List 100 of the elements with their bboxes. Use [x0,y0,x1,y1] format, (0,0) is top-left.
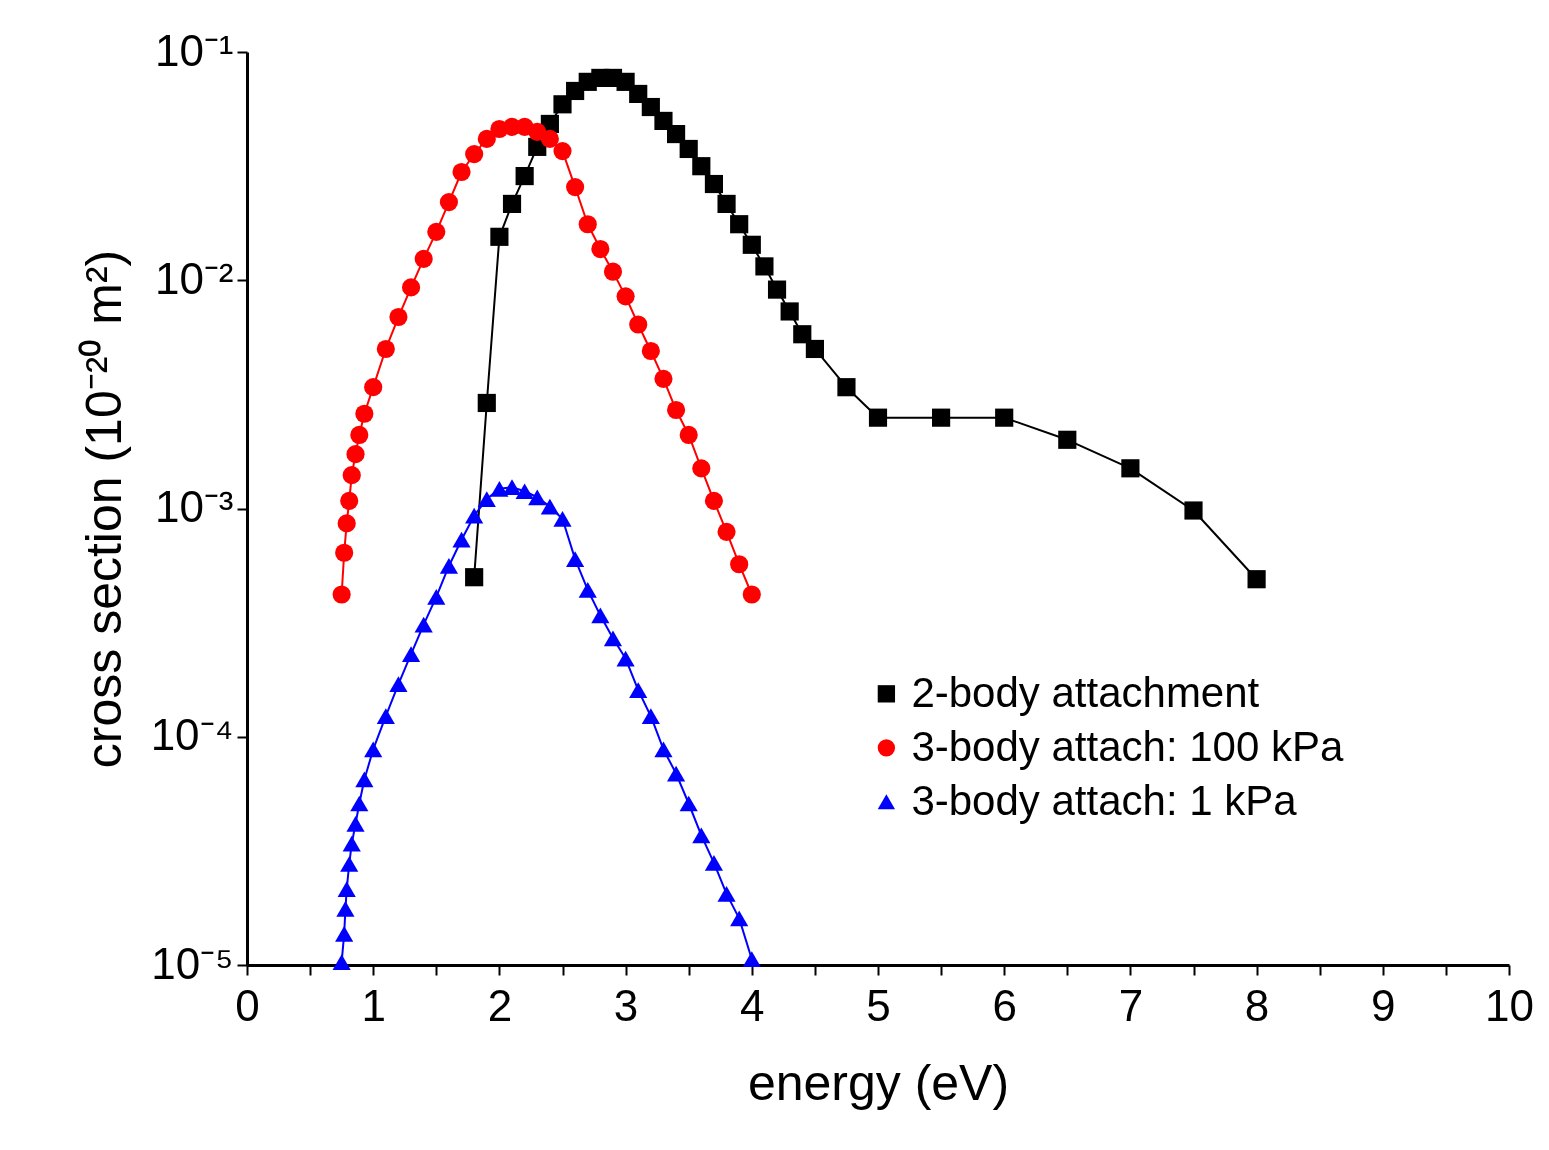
y-tick-label: 10⁻⁵ [151,938,234,988]
point [566,178,585,197]
point [465,568,484,587]
point [335,543,354,562]
point [654,741,673,758]
point [350,425,369,445]
point [465,145,484,164]
point [578,582,597,598]
point [342,466,361,485]
y-tick-label: 10⁻² [154,253,234,303]
point [641,708,660,725]
point [641,97,660,117]
point [465,507,484,524]
point [540,498,559,515]
point [332,585,351,604]
point [578,215,597,234]
point [332,954,351,970]
point [704,174,724,194]
point [553,511,572,527]
point [350,795,369,812]
point [667,124,686,144]
point [1058,430,1077,449]
x-tick-label: 0 [235,980,260,1030]
point [616,650,635,667]
point [1247,570,1266,589]
point [439,193,458,212]
point [667,400,686,420]
point [364,378,383,397]
point [742,951,761,968]
point [389,676,408,693]
point [477,491,496,507]
point [1184,501,1203,520]
point [717,194,736,213]
point [780,302,799,321]
point [692,827,711,844]
point [355,771,374,788]
point [346,445,365,464]
point [337,514,356,533]
point [692,459,711,478]
point [717,885,736,902]
x-tick-label: 3 [613,980,639,1030]
point [805,339,824,359]
point [730,215,749,234]
point [337,881,356,897]
point [490,480,509,497]
point [767,280,787,299]
point [439,558,458,574]
point [401,278,421,297]
x-tick-label: 4 [740,980,765,1030]
point [704,855,724,871]
point [401,646,421,663]
point [389,307,408,327]
point [502,479,522,496]
point [364,741,383,758]
y-axis-title: cross section (10⁻²⁰ m²) [75,249,132,769]
x-tick-label: 8 [1244,980,1270,1030]
point [515,167,534,186]
point [730,910,749,927]
point [603,630,623,647]
x-tick-label: 1 [361,980,386,1030]
point [342,835,361,852]
point [477,393,496,413]
point [1121,459,1140,478]
point [629,84,648,104]
point [591,607,610,624]
point [704,491,724,510]
legend-label: 2-body attachment [911,668,1260,716]
point [340,491,359,510]
point [654,111,673,130]
x-tick-label: 6 [992,980,1017,1030]
y-tick-label: 10⁻³ [154,482,234,531]
legend-label: 3-body attach: 1 kPa [911,776,1298,824]
point [553,95,572,114]
point [376,708,395,725]
point [376,339,395,359]
point [629,315,648,334]
legend-label: 3-body attach: 100 kPa [911,722,1344,770]
point [477,129,496,149]
point [414,616,433,633]
x-tick-label: 10 [1485,980,1534,1030]
point [427,589,446,605]
point [932,408,951,427]
x-tick-label: 2 [487,980,513,1030]
point [742,235,761,254]
point [427,222,446,241]
point [528,489,547,506]
point [692,157,711,176]
point [667,765,686,782]
x-axis-title: energy (eV) [747,1054,1010,1111]
y-tick-label: 10⁻⁴ [150,710,234,760]
point [730,555,749,574]
point [452,162,471,182]
point [641,341,660,361]
y-tick-label: 10⁻¹ [154,25,234,75]
point [414,249,433,268]
point [717,522,736,541]
point [868,408,888,427]
point [452,531,471,548]
point [755,257,774,276]
point [336,901,355,917]
